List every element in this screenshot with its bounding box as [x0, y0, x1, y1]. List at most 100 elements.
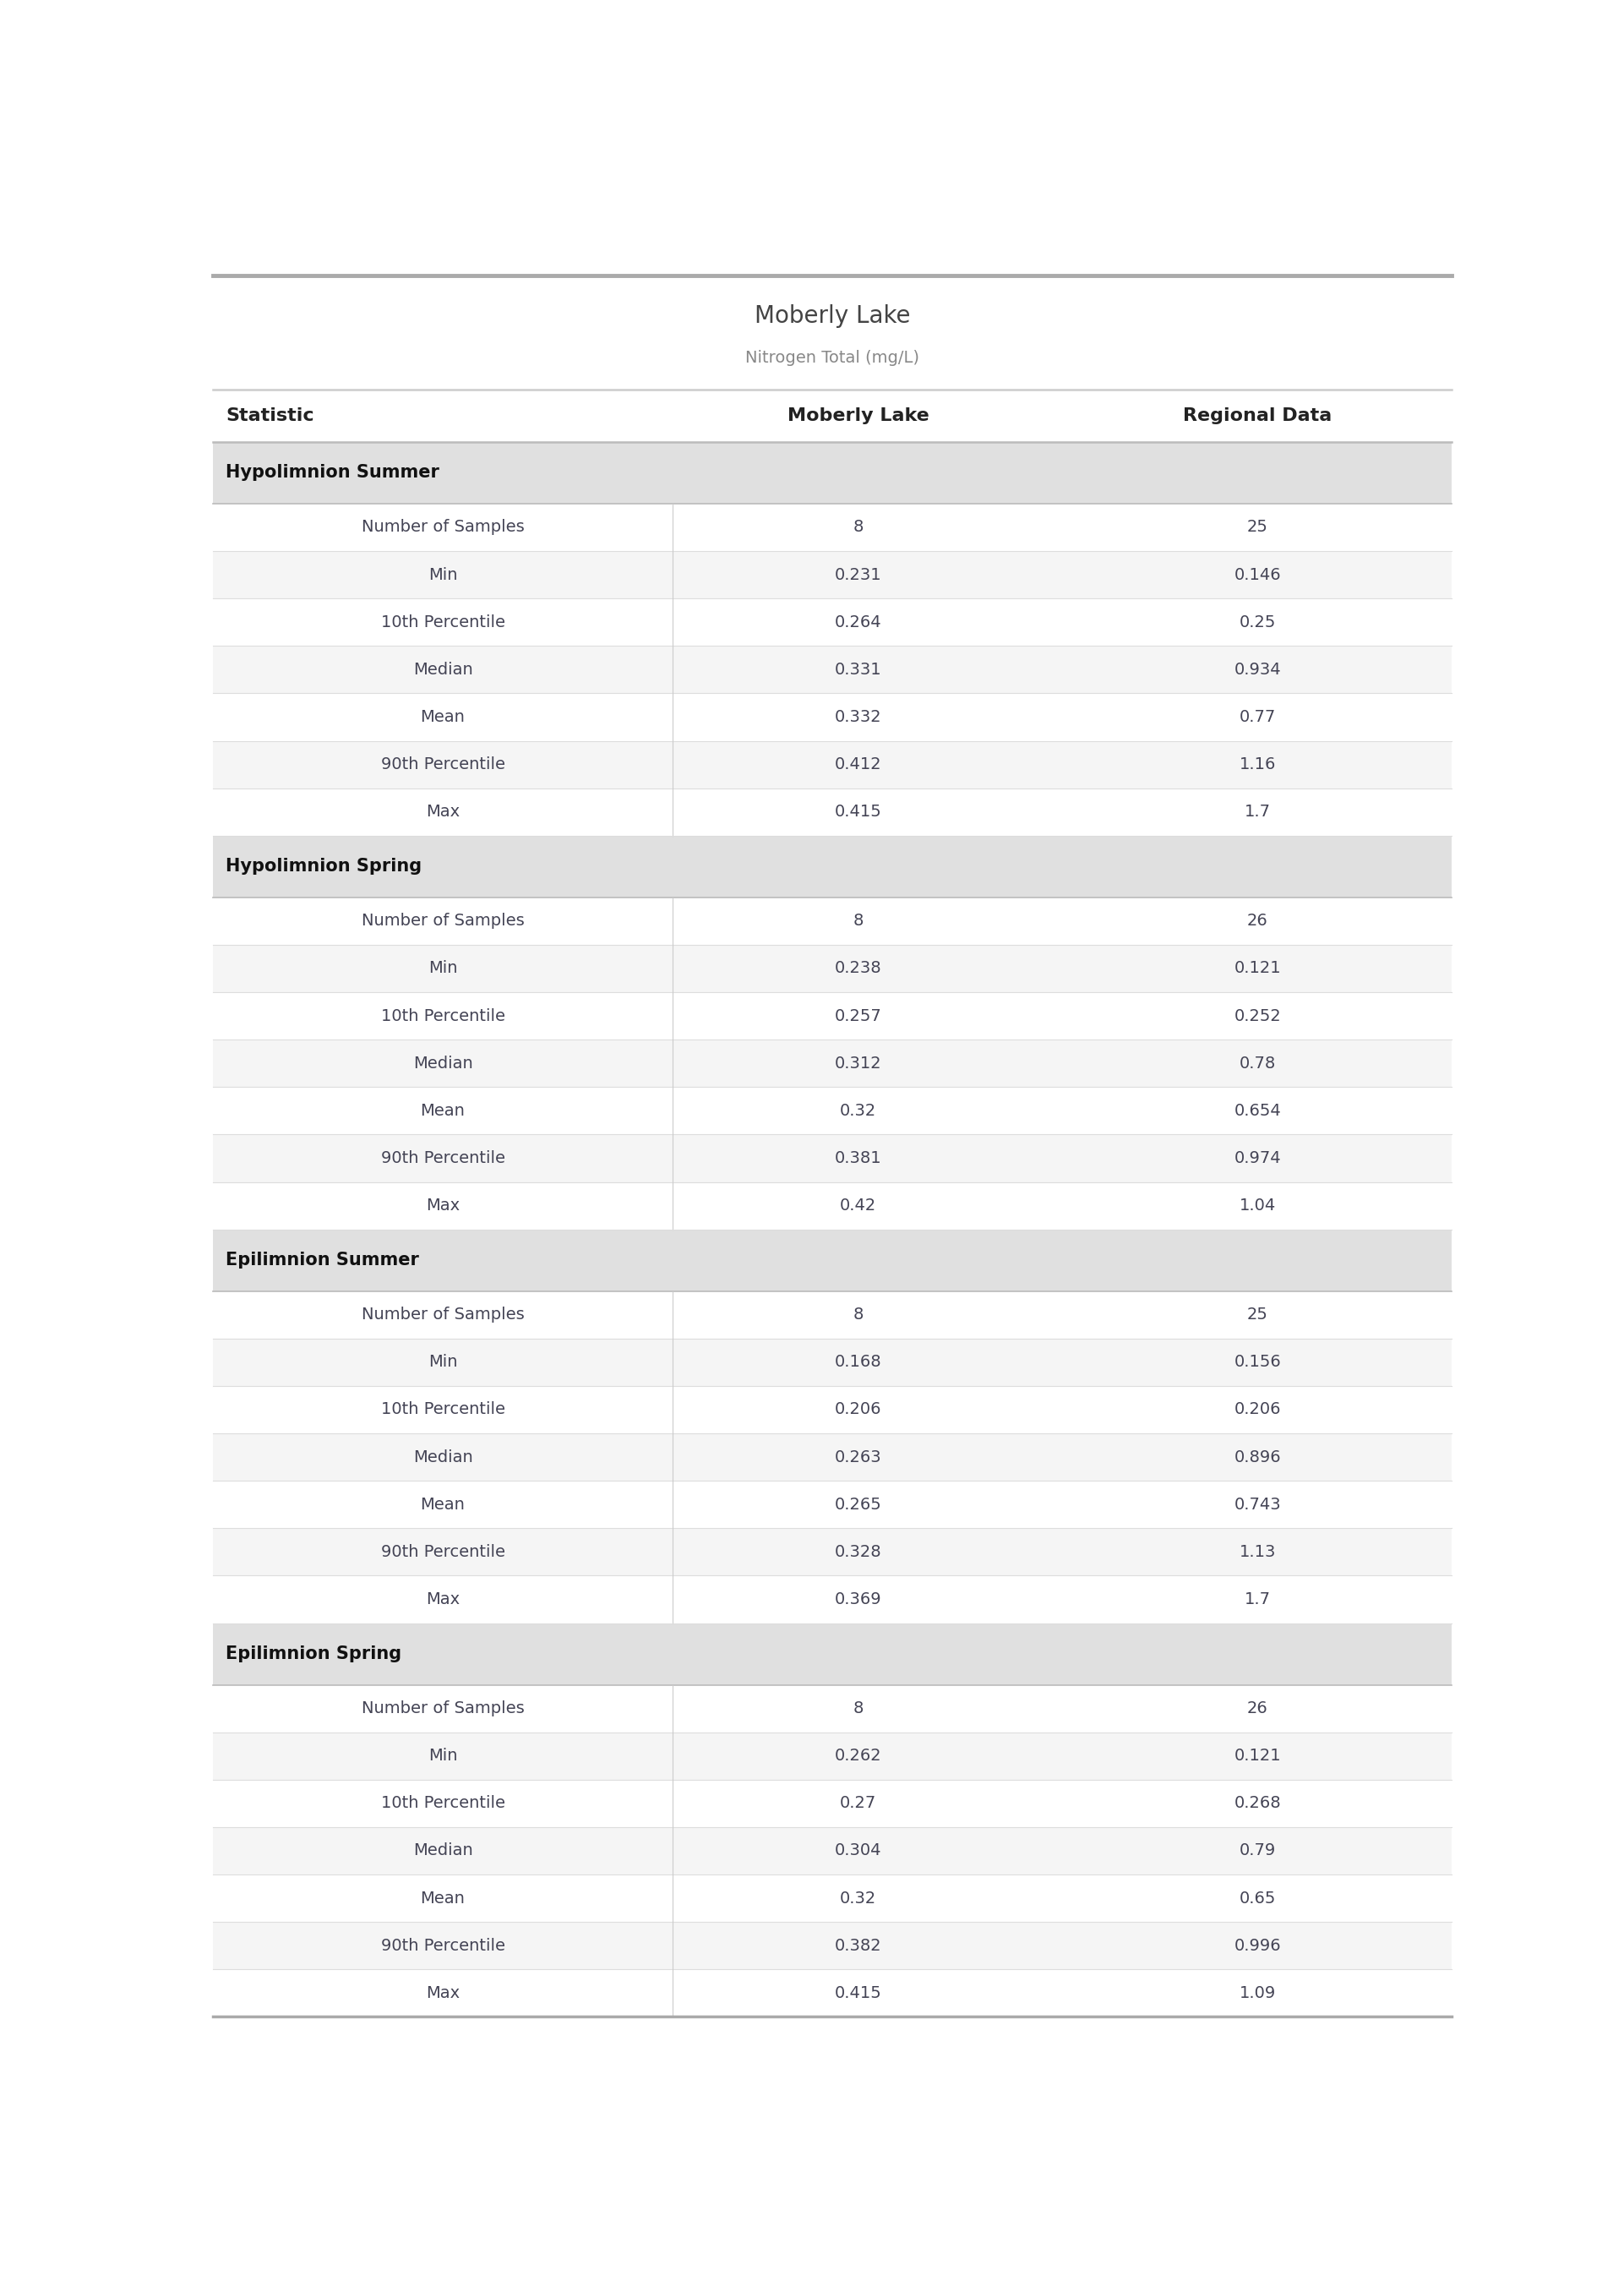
- Text: Moberly Lake: Moberly Lake: [755, 304, 909, 327]
- Text: 0.27: 0.27: [840, 1796, 877, 1811]
- Text: 8: 8: [853, 913, 864, 928]
- Text: Number of Samples: Number of Samples: [361, 913, 525, 928]
- Bar: [213, 1684, 1452, 1732]
- Bar: [213, 1135, 1452, 1183]
- Text: Epilimnion Spring: Epilimnion Spring: [226, 1646, 401, 1662]
- Bar: [213, 1183, 1452, 1230]
- Text: 0.896: 0.896: [1234, 1448, 1281, 1464]
- Text: Median: Median: [412, 661, 473, 679]
- Text: 25: 25: [1247, 1308, 1268, 1323]
- Text: 0.42: 0.42: [840, 1199, 877, 1214]
- Text: 0.121: 0.121: [1234, 1748, 1281, 1764]
- Text: 0.238: 0.238: [835, 960, 882, 976]
- Bar: [213, 897, 1452, 944]
- Bar: [213, 1292, 1452, 1339]
- Bar: [213, 944, 1452, 992]
- Text: 0.65: 0.65: [1239, 1891, 1276, 1907]
- Bar: [213, 1875, 1452, 1923]
- Bar: [213, 692, 1452, 740]
- Text: 10th Percentile: 10th Percentile: [380, 615, 505, 631]
- Text: 1.13: 1.13: [1239, 1544, 1276, 1559]
- Text: 26: 26: [1247, 913, 1268, 928]
- Bar: [213, 647, 1452, 692]
- Bar: [213, 552, 1452, 599]
- Text: 0.32: 0.32: [840, 1891, 877, 1907]
- Text: 0.412: 0.412: [835, 756, 882, 772]
- Bar: [213, 1339, 1452, 1387]
- Bar: [213, 1480, 1452, 1528]
- Text: 10th Percentile: 10th Percentile: [380, 1796, 505, 1811]
- Text: 0.743: 0.743: [1234, 1496, 1281, 1512]
- Text: 0.252: 0.252: [1234, 1008, 1281, 1024]
- Text: 90th Percentile: 90th Percentile: [380, 1151, 505, 1167]
- Text: Hypolimnion Summer: Hypolimnion Summer: [226, 465, 440, 481]
- Bar: [213, 1923, 1452, 1970]
- Text: 0.331: 0.331: [835, 661, 882, 679]
- Text: 0.78: 0.78: [1239, 1056, 1276, 1071]
- Text: Nitrogen Total (mg/L): Nitrogen Total (mg/L): [745, 350, 919, 365]
- Bar: [213, 1432, 1452, 1480]
- Text: 90th Percentile: 90th Percentile: [380, 1939, 505, 1954]
- Text: 0.415: 0.415: [835, 1984, 882, 2002]
- Text: 8: 8: [853, 520, 864, 536]
- Text: Min: Min: [429, 568, 458, 583]
- Text: 0.32: 0.32: [840, 1103, 877, 1119]
- Text: 25: 25: [1247, 520, 1268, 536]
- Text: Median: Median: [412, 1843, 473, 1859]
- Text: 0.231: 0.231: [835, 568, 882, 583]
- Text: 0.77: 0.77: [1239, 708, 1276, 724]
- Text: 0.382: 0.382: [835, 1939, 882, 1954]
- Bar: [213, 443, 1452, 504]
- Text: 0.974: 0.974: [1234, 1151, 1281, 1167]
- Text: 0.332: 0.332: [835, 708, 882, 724]
- Text: Max: Max: [425, 1199, 460, 1214]
- Text: 0.257: 0.257: [835, 1008, 882, 1024]
- Text: 0.121: 0.121: [1234, 960, 1281, 976]
- Text: 1.7: 1.7: [1244, 1591, 1272, 1607]
- Text: Epilimnion Summer: Epilimnion Summer: [226, 1251, 419, 1269]
- Text: 0.25: 0.25: [1239, 615, 1276, 631]
- Bar: [213, 1230, 1452, 1292]
- Bar: [213, 504, 1452, 552]
- Text: 0.934: 0.934: [1234, 661, 1281, 679]
- Bar: [213, 992, 1452, 1040]
- Text: Number of Samples: Number of Samples: [361, 520, 525, 536]
- Text: 90th Percentile: 90th Percentile: [380, 1544, 505, 1559]
- Text: 0.268: 0.268: [1234, 1796, 1281, 1811]
- Text: 0.146: 0.146: [1234, 568, 1281, 583]
- Text: Min: Min: [429, 1355, 458, 1371]
- Bar: [213, 1780, 1452, 1827]
- Bar: [213, 1040, 1452, 1087]
- Text: 0.304: 0.304: [835, 1843, 882, 1859]
- Text: 0.206: 0.206: [835, 1401, 882, 1419]
- Bar: [213, 1623, 1452, 1684]
- Text: 0.206: 0.206: [1234, 1401, 1281, 1419]
- Bar: [213, 1732, 1452, 1780]
- Text: Mean: Mean: [421, 1103, 464, 1119]
- Text: 0.262: 0.262: [835, 1748, 882, 1764]
- Text: 1.04: 1.04: [1239, 1199, 1276, 1214]
- Bar: [213, 390, 1452, 443]
- Text: Number of Samples: Number of Samples: [361, 1700, 525, 1716]
- Text: 0.263: 0.263: [835, 1448, 882, 1464]
- Text: Number of Samples: Number of Samples: [361, 1308, 525, 1323]
- Text: 26: 26: [1247, 1700, 1268, 1716]
- Text: 8: 8: [853, 1700, 864, 1716]
- Text: 0.264: 0.264: [835, 615, 882, 631]
- Text: 0.312: 0.312: [835, 1056, 882, 1071]
- Bar: [213, 788, 1452, 835]
- Text: 0.369: 0.369: [835, 1591, 882, 1607]
- Bar: [213, 1387, 1452, 1432]
- Bar: [213, 835, 1452, 897]
- Text: 10th Percentile: 10th Percentile: [380, 1401, 505, 1419]
- Text: 10th Percentile: 10th Percentile: [380, 1008, 505, 1024]
- Text: 90th Percentile: 90th Percentile: [380, 756, 505, 772]
- Text: Mean: Mean: [421, 1496, 464, 1512]
- Bar: [213, 740, 1452, 788]
- Text: 0.328: 0.328: [835, 1544, 882, 1559]
- Text: Max: Max: [425, 1984, 460, 2002]
- Text: 0.79: 0.79: [1239, 1843, 1276, 1859]
- Text: Min: Min: [429, 1748, 458, 1764]
- Text: Median: Median: [412, 1448, 473, 1464]
- Bar: [213, 599, 1452, 647]
